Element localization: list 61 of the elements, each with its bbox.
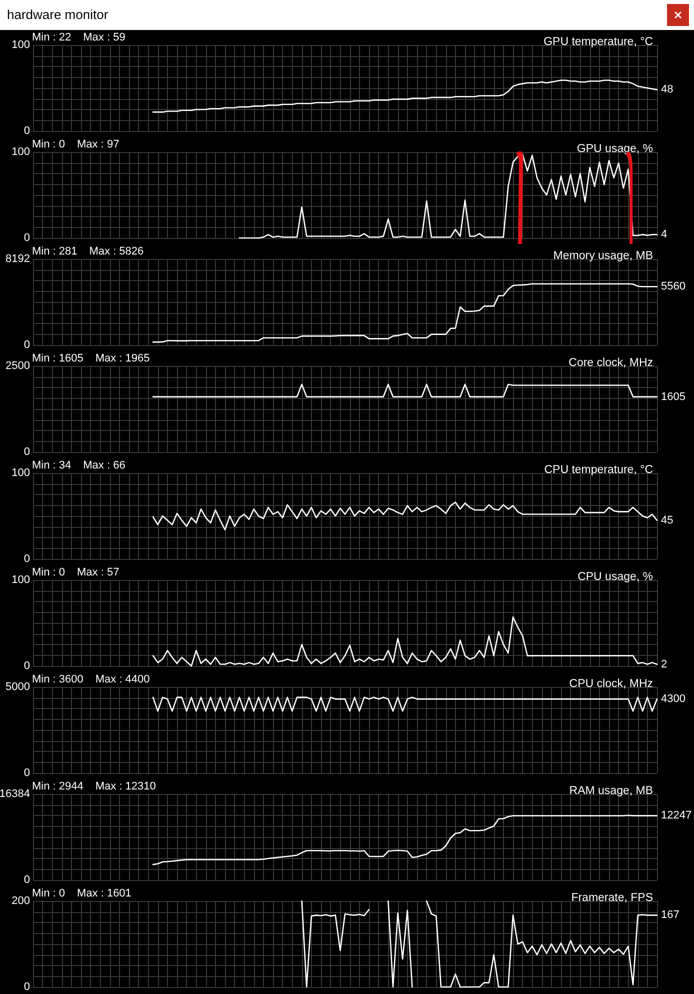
- y-tick-label: 0: [24, 446, 30, 458]
- data-label: 4: [661, 228, 668, 241]
- text: Max : 66: [83, 460, 126, 472]
- chart-title: GPU temperature, °C: [544, 36, 654, 48]
- line-series: [152, 502, 658, 530]
- chart-title: CPU usage, %: [578, 571, 654, 583]
- y-tick-label: 0: [24, 125, 30, 137]
- data-label: 4300: [661, 693, 686, 706]
- text: hardware monitor: [7, 7, 108, 22]
- text: Max : 1965: [95, 352, 150, 364]
- chart-title: CPU temperature, °C: [544, 464, 654, 476]
- text: Max : 59: [83, 32, 126, 44]
- y-tick-label: 0: [24, 767, 30, 779]
- text: Min : 22: [32, 32, 72, 44]
- text: Min : 0: [32, 566, 66, 578]
- y-tick-label: 2500: [6, 360, 30, 372]
- y-tick-label: 100: [12, 39, 30, 51]
- data-label: 2: [661, 658, 668, 670]
- data-label: 167: [661, 909, 680, 922]
- line-series: [152, 616, 658, 667]
- y-tick-label: 5000: [6, 681, 30, 693]
- chart-title: RAM usage, MB: [569, 785, 654, 797]
- text: Max : 5826: [89, 246, 144, 258]
- y-tick-label: 0: [24, 874, 30, 886]
- text: Min : 2944: [32, 780, 84, 792]
- data-label: 45: [661, 514, 674, 526]
- y-tick-label: 0: [24, 553, 30, 565]
- y-tick-label: 100: [12, 146, 30, 158]
- chart-title: Memory usage, MB: [553, 250, 654, 262]
- y-tick-label: 0: [24, 981, 30, 993]
- data-label: 5560: [661, 280, 686, 293]
- text: Max : 97: [77, 138, 120, 150]
- chart-title: CPU clock, MHz: [569, 678, 654, 690]
- chart-title: Core clock, MHz: [568, 357, 654, 369]
- y-tick-label: 0: [24, 232, 30, 244]
- line-series: [152, 283, 658, 343]
- y-tick-label: 200: [12, 895, 30, 907]
- data-label: 12247: [661, 810, 692, 822]
- text: Min : 281: [32, 246, 78, 258]
- line-series: [238, 154, 658, 239]
- text: Max : 57: [77, 566, 120, 578]
- text: Min : 3600: [32, 674, 84, 686]
- text: Max : 1601: [77, 888, 132, 900]
- data-label: 1605: [661, 390, 686, 403]
- line-series: [152, 814, 658, 866]
- chart-title: GPU usage, %: [576, 143, 654, 155]
- y-tick-label: 8192: [6, 253, 30, 265]
- text: Max : 4400: [95, 674, 150, 686]
- text: Min : 1605: [32, 352, 84, 364]
- line-series: [152, 80, 658, 113]
- y-tick-label: 100: [12, 574, 30, 586]
- y-tick-label: 0: [24, 339, 30, 351]
- data-label: 48: [661, 84, 674, 96]
- text: Min : 0: [32, 888, 66, 900]
- text: Min : 34: [32, 460, 72, 472]
- text: Max : 12310: [95, 780, 156, 792]
- y-tick-label: 0: [24, 660, 30, 672]
- text: Min : 0: [32, 138, 66, 150]
- y-tick-label: 16384: [0, 788, 30, 800]
- y-tick-label: 100: [12, 467, 30, 479]
- chart-title: Framerate, FPS: [571, 892, 654, 904]
